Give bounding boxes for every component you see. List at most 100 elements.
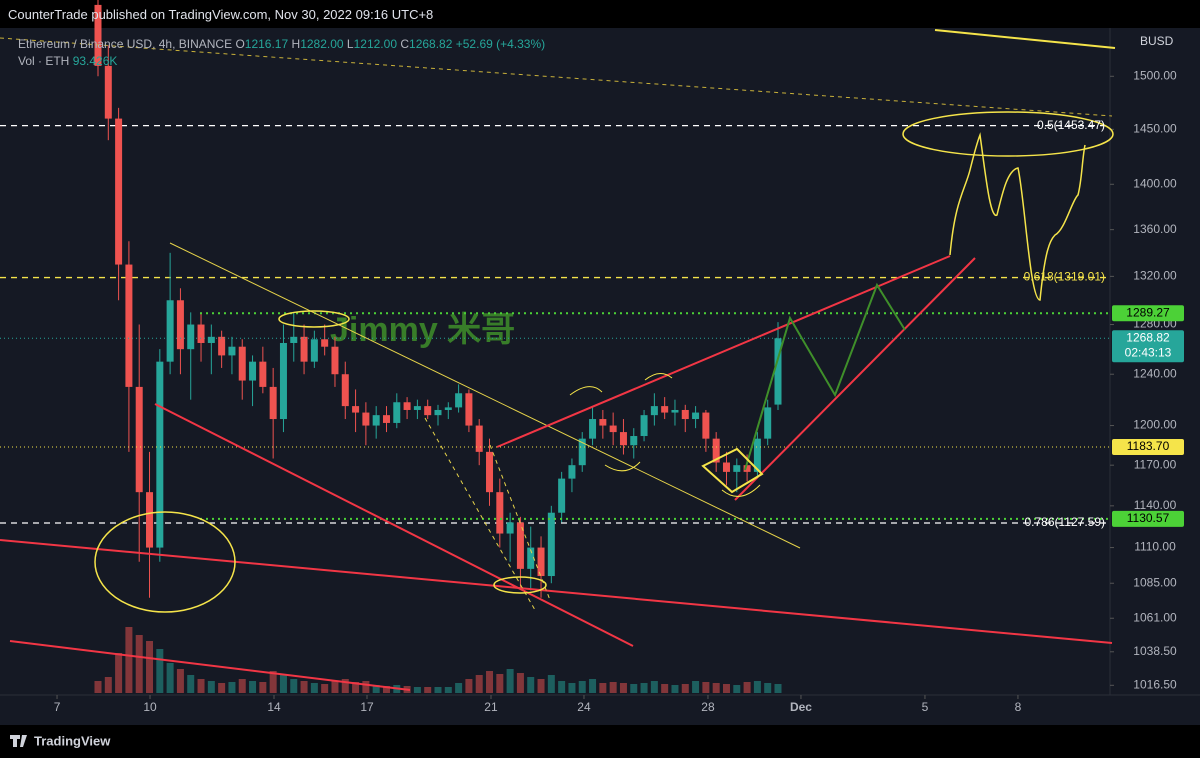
volume-bar	[290, 679, 298, 693]
y-tick-label: 1085.00	[1133, 575, 1177, 589]
candle-body	[753, 438, 761, 472]
ohlc-key: C	[400, 37, 410, 51]
candle-body	[692, 412, 700, 420]
freehand	[604, 461, 641, 472]
candle-body	[424, 406, 432, 416]
circle-note	[493, 576, 547, 594]
volume-bar	[269, 671, 277, 693]
volume-bar	[259, 682, 267, 693]
volume-bar	[764, 683, 772, 693]
volume-bar	[475, 675, 483, 693]
trend-line	[489, 444, 551, 601]
price-label-bg	[1112, 438, 1184, 455]
y-tick-label: 1320.00	[1133, 269, 1177, 283]
volume-bar	[558, 681, 566, 693]
x-tick-label: 24	[577, 700, 591, 714]
trend-line	[169, 242, 801, 549]
candle-body	[619, 432, 627, 446]
fib-label: 0.786(1127.59)	[1024, 515, 1105, 529]
volume-bar	[249, 681, 257, 693]
candle-body	[640, 415, 648, 437]
candle-body	[506, 522, 514, 534]
circle-note	[94, 511, 236, 613]
volume-bar	[207, 681, 215, 693]
ohlc-value: 1282.00	[300, 37, 344, 51]
freehand	[569, 386, 603, 396]
drawings	[0, 29, 1116, 691]
volume-bar	[506, 669, 514, 693]
footer-bar	[0, 725, 1200, 758]
volume-bar	[743, 682, 751, 693]
candle-body	[218, 336, 226, 356]
x-tick-label: 21	[484, 700, 498, 714]
y-tick-label: 1140.00	[1134, 498, 1177, 512]
candle-body	[681, 409, 689, 420]
candle-body	[249, 361, 257, 381]
volume-bar	[197, 679, 205, 693]
volume-bar	[382, 686, 390, 693]
volume-bar	[176, 669, 184, 693]
candle-body	[743, 465, 751, 472]
circle-note	[902, 111, 1114, 157]
projection	[744, 282, 906, 471]
candle-body	[702, 412, 710, 439]
trend-line	[9, 640, 411, 691]
ohlc-key: L	[346, 37, 354, 51]
candle-body	[146, 492, 154, 548]
ohlc-value: 1268.82	[409, 37, 453, 51]
publisher: CounterTrade published on TradingView.co…	[8, 7, 434, 22]
volume-bar	[661, 684, 669, 693]
volume-bar	[537, 679, 545, 693]
y-tick-label: 1240.00	[1133, 366, 1177, 380]
volume-bar	[733, 685, 741, 693]
volume-bar	[352, 682, 360, 693]
volume-bar	[125, 627, 133, 693]
candle-body	[259, 361, 267, 387]
candle-body	[589, 419, 597, 439]
volume-bar	[702, 682, 710, 693]
price-label-bg	[1112, 305, 1184, 322]
volume-bar	[619, 683, 627, 693]
candle-body	[166, 300, 174, 362]
ohlc-key: O	[235, 37, 245, 51]
candle-body	[527, 547, 535, 569]
volume-bar	[331, 681, 339, 693]
candle-body	[671, 409, 679, 413]
volume-bar	[444, 687, 452, 693]
y-tick-label: 1016.50	[1133, 677, 1177, 691]
candle-body	[486, 451, 494, 493]
x-tick-label: 28	[701, 700, 715, 714]
y-tick-label: 1170.00	[1134, 457, 1177, 471]
freehand	[721, 484, 761, 497]
price-label-bg	[1112, 330, 1184, 363]
candle-body	[135, 386, 143, 493]
circle-note	[278, 310, 350, 328]
volume-bar	[650, 681, 658, 693]
candle-body	[496, 492, 504, 534]
volume-bar	[527, 677, 535, 693]
volume-bar	[589, 679, 597, 693]
volume-bar	[486, 671, 494, 693]
candle-body	[455, 393, 463, 408]
ohlc-value: 1216.17	[244, 37, 289, 51]
currency: BUSD	[1140, 34, 1174, 48]
volume-bar	[166, 663, 174, 693]
y-tick-label: 1038.50	[1133, 644, 1177, 658]
candle-body	[599, 419, 607, 426]
candle-body	[434, 409, 442, 416]
volume-label: Vol · ETH	[18, 54, 70, 68]
trend-line	[424, 417, 536, 611]
candle-body	[650, 406, 658, 416]
volume-bar	[712, 683, 720, 693]
brand: TradingView	[34, 733, 111, 748]
trend-line	[154, 403, 634, 647]
candle-body	[228, 346, 236, 356]
candle-body	[609, 425, 617, 433]
candle-body	[269, 386, 277, 420]
freehand	[949, 132, 1086, 301]
candle-body	[444, 407, 452, 410]
volume-bar	[692, 681, 700, 693]
candle-body	[341, 374, 349, 407]
candle-body	[661, 406, 669, 413]
